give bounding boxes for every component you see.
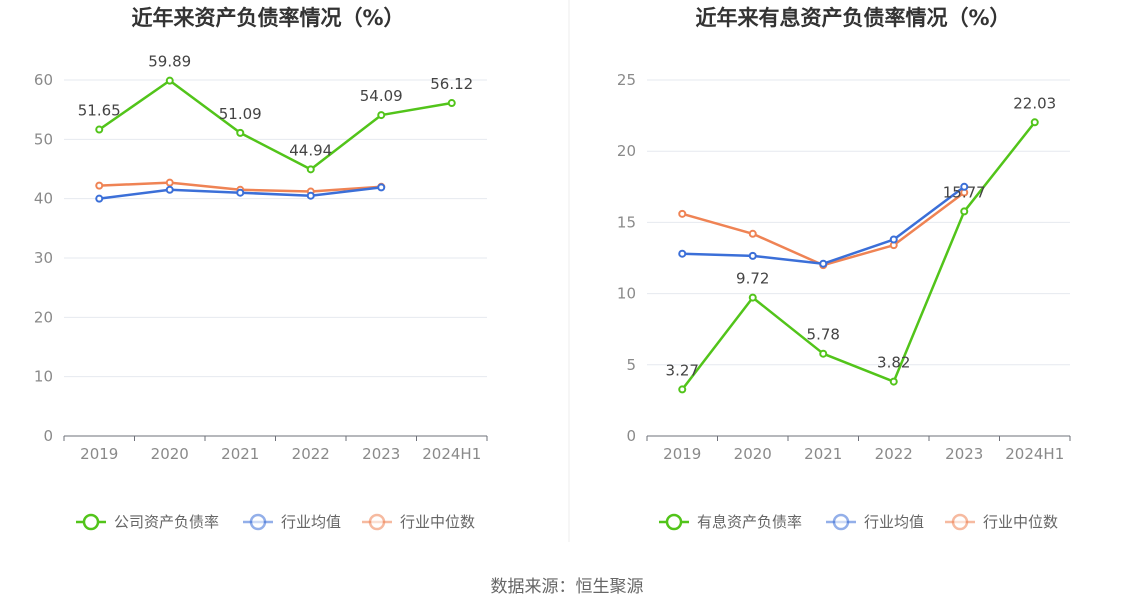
legend-item[interactable]: 行业中位数 — [945, 513, 1058, 531]
data-point[interactable] — [889, 235, 898, 244]
data-point[interactable] — [306, 165, 315, 174]
data-label: 3.82 — [877, 354, 910, 372]
x-tick-label: 2021 — [221, 445, 259, 463]
legend-item[interactable]: 行业中位数 — [362, 513, 475, 531]
x-tick-label: 2019 — [80, 445, 118, 463]
chart-panel-debt-ratio: 近年来资产负债率情况（%） 0 10 20 30 40 50 60 2019 2020 2021 20… — [34, 6, 488, 531]
legend-label: 公司资产负债率 — [114, 513, 219, 531]
y-tick-label: 20 — [617, 142, 636, 160]
legend-label: 有息资产负债率 — [697, 513, 802, 531]
legend-label: 行业均值 — [864, 513, 924, 531]
data-point[interactable] — [819, 259, 828, 268]
x-tick-label: 2023 — [362, 445, 400, 463]
data-point[interactable] — [1030, 118, 1039, 127]
y-tick-label: 20 — [34, 308, 53, 326]
x-tick-label: 2022 — [292, 445, 330, 463]
chart-panel-interest-bearing-debt-ratio: 近年来有息资产负债率情况（%） 0 5 10 15 20 25 2019 2020 2021 202… — [617, 6, 1071, 531]
y-tick-label: 10 — [617, 285, 636, 303]
data-point[interactable] — [236, 188, 245, 197]
data-label: 59.89 — [148, 53, 191, 71]
data-point[interactable] — [748, 229, 757, 238]
data-point[interactable] — [165, 76, 174, 85]
y-tick-label: 50 — [34, 130, 53, 148]
legend-marker-icon — [249, 513, 267, 531]
data-point[interactable] — [165, 185, 174, 194]
x-tick-label: 2020 — [151, 445, 189, 463]
x-tick-label: 2020 — [734, 445, 772, 463]
legend-marker-icon — [665, 513, 683, 531]
data-label: 51.65 — [78, 102, 121, 120]
data-point[interactable] — [165, 178, 174, 187]
legend-item[interactable]: 行业均值 — [243, 513, 341, 531]
data-point[interactable] — [678, 385, 687, 394]
data-label: 22.03 — [1013, 94, 1056, 112]
series-line — [681, 121, 1036, 391]
data-point[interactable] — [678, 249, 687, 258]
data-label: 9.72 — [736, 270, 769, 288]
y-tick-label: 60 — [34, 71, 53, 89]
data-point[interactable] — [306, 191, 315, 200]
chart-title: 近年来资产负债率情况（%） — [131, 6, 404, 30]
x-tick-label: 2024H1 — [1005, 445, 1064, 463]
legend-marker-icon — [368, 513, 386, 531]
data-point[interactable] — [95, 194, 104, 203]
y-tick-label: 0 — [43, 427, 53, 445]
x-tick-label: 2019 — [663, 445, 701, 463]
y-tick-label: 0 — [626, 427, 636, 445]
x-tick-label: 2023 — [945, 445, 983, 463]
x-tick-label: 2024H1 — [422, 445, 481, 463]
y-tick-label: 25 — [617, 71, 636, 89]
data-point[interactable] — [236, 128, 245, 137]
legend-label: 行业均值 — [281, 513, 341, 531]
data-label: 44.94 — [289, 141, 332, 159]
y-tick-label: 15 — [617, 213, 636, 231]
data-point[interactable] — [960, 182, 969, 191]
data-point[interactable] — [889, 377, 898, 386]
legend-marker-icon — [951, 513, 969, 531]
data-label: 5.78 — [807, 326, 840, 344]
data-point[interactable] — [819, 349, 828, 358]
source-label: 数据来源：恒生聚源 — [491, 577, 644, 597]
data-point[interactable] — [447, 99, 456, 108]
data-label: 51.09 — [219, 105, 262, 123]
legend-item[interactable]: 有息资产负债率 — [659, 513, 802, 531]
legend-marker-icon — [82, 513, 100, 531]
data-label: 56.12 — [430, 75, 473, 93]
x-tick-label: 2021 — [804, 445, 842, 463]
data-point[interactable] — [748, 251, 757, 260]
series-line — [98, 79, 452, 171]
data-label: 54.09 — [360, 87, 403, 105]
chart-title: 近年来有息资产负债率情况（%） — [695, 6, 1010, 30]
data-point[interactable] — [95, 181, 104, 190]
data-point[interactable] — [678, 209, 687, 218]
legend-label: 行业中位数 — [983, 513, 1058, 531]
y-tick-label: 40 — [34, 190, 53, 208]
x-tick-label: 2022 — [875, 445, 913, 463]
y-tick-label: 10 — [34, 368, 53, 386]
legend-item[interactable]: 公司资产负债率 — [76, 513, 219, 531]
legend-label: 行业中位数 — [400, 513, 475, 531]
data-point[interactable] — [748, 293, 757, 302]
legend-marker-icon — [832, 513, 850, 531]
data-point[interactable] — [960, 207, 969, 216]
data-label: 3.27 — [666, 361, 699, 379]
legend-item[interactable]: 行业均值 — [826, 513, 924, 531]
data-point[interactable] — [377, 183, 386, 192]
y-tick-label: 5 — [626, 356, 636, 374]
data-label: 15.77 — [943, 183, 986, 201]
data-point[interactable] — [377, 111, 386, 120]
data-point[interactable] — [95, 125, 104, 134]
y-tick-label: 30 — [34, 249, 53, 267]
